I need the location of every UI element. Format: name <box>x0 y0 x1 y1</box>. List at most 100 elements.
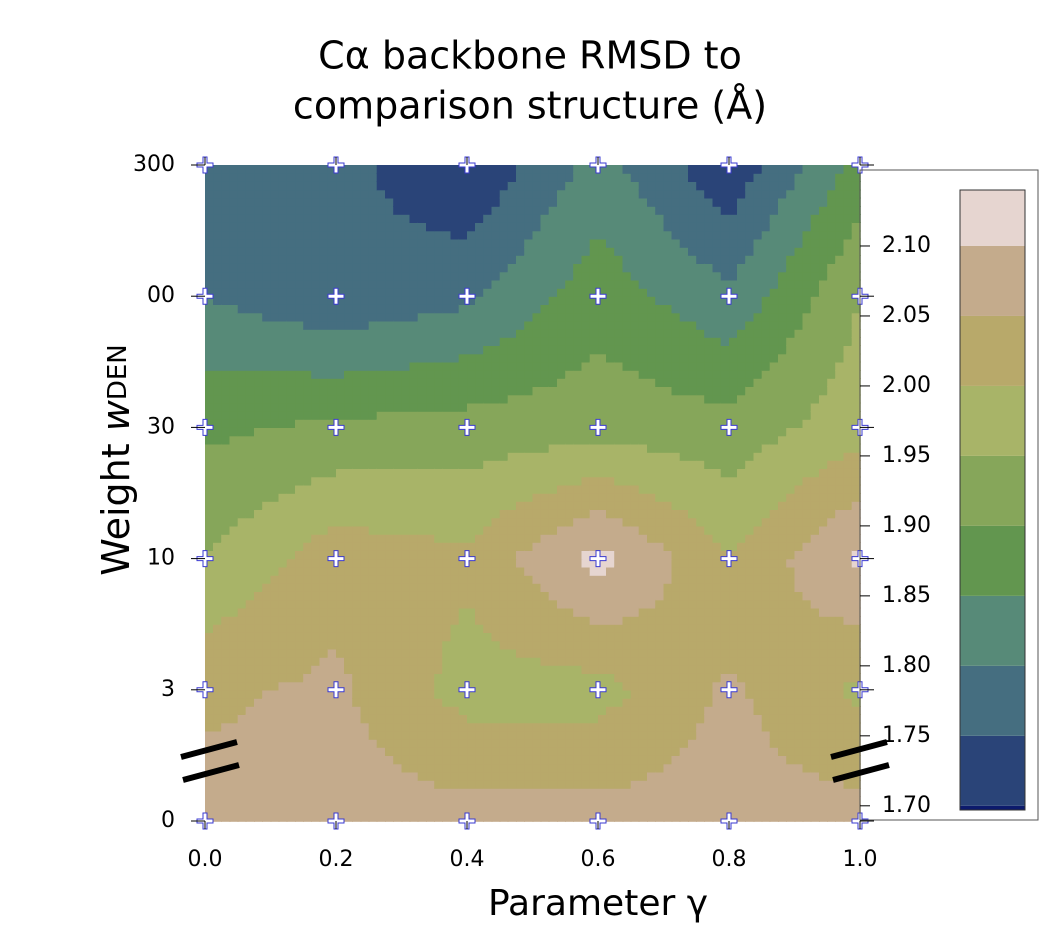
contour-patch <box>368 558 378 568</box>
contour-patch <box>827 533 837 543</box>
contour-patch <box>737 722 747 732</box>
contour-patch <box>286 788 296 798</box>
contour-patch <box>360 476 370 486</box>
contour-patch <box>532 304 542 314</box>
contour-patch <box>483 697 493 707</box>
contour-patch <box>630 517 640 527</box>
contour-patch <box>573 296 583 306</box>
contour-patch <box>663 566 673 576</box>
contour-patch <box>409 624 419 634</box>
contour-patch <box>237 730 247 740</box>
contour-patch <box>663 369 673 379</box>
contour-patch <box>360 402 370 412</box>
contour-patch <box>556 681 566 691</box>
contour-patch <box>475 468 485 478</box>
contour-patch <box>818 697 828 707</box>
contour-patch <box>409 755 419 765</box>
contour-patch <box>384 345 394 355</box>
contour-patch <box>540 681 550 691</box>
contour-patch <box>597 796 607 806</box>
contour-patch <box>663 296 673 306</box>
contour-patch <box>638 583 648 593</box>
contour-patch <box>278 345 288 355</box>
contour-patch <box>630 755 640 765</box>
contour-patch <box>671 583 681 593</box>
contour-patch <box>229 533 239 543</box>
contour-patch <box>270 468 280 478</box>
contour-patch <box>253 607 263 617</box>
contour-patch <box>696 353 706 363</box>
contour-patch <box>262 591 272 601</box>
contour-patch <box>573 747 583 757</box>
contour-patch <box>737 427 747 437</box>
contour-patch <box>335 706 345 716</box>
contour-patch <box>851 583 861 593</box>
contour-patch <box>679 468 689 478</box>
contour-patch <box>376 361 386 371</box>
contour-patch <box>737 312 747 322</box>
contour-patch <box>278 427 288 437</box>
contour-patch <box>614 722 624 732</box>
contour-patch <box>843 788 853 798</box>
contour-patch <box>646 714 656 724</box>
contour-patch <box>638 378 648 388</box>
contour-patch <box>663 378 673 388</box>
contour-patch <box>843 706 853 716</box>
contour-patch <box>393 427 403 437</box>
contour-patch <box>507 689 517 699</box>
contour-patch <box>696 328 706 338</box>
contour-patch <box>777 369 787 379</box>
contour-patch <box>204 796 214 806</box>
contour-patch <box>319 656 329 666</box>
contour-patch <box>515 468 525 478</box>
contour-patch <box>761 681 771 691</box>
contour-patch <box>376 796 386 806</box>
contour-patch <box>360 615 370 625</box>
contour-patch <box>352 345 362 355</box>
contour-patch <box>671 640 681 650</box>
contour-patch <box>499 755 509 765</box>
contour-patch <box>606 550 616 560</box>
contour-patch <box>409 410 419 420</box>
contour-patch <box>229 525 239 535</box>
contour-patch <box>622 337 632 347</box>
contour-patch <box>262 558 272 568</box>
contour-patch <box>712 624 722 634</box>
contour-patch <box>384 656 394 666</box>
contour-patch <box>466 804 476 814</box>
contour-patch <box>745 591 755 601</box>
contour-patch <box>810 755 820 765</box>
contour-patch <box>671 304 681 314</box>
contour-patch <box>728 337 738 347</box>
contour-patch <box>491 747 501 757</box>
contour-patch <box>565 402 575 412</box>
contour-patch <box>745 681 755 691</box>
contour-patch <box>221 509 231 519</box>
contour-patch <box>245 484 255 494</box>
contour-patch <box>777 345 787 355</box>
contour-patch <box>442 681 452 691</box>
contour-patch <box>597 755 607 765</box>
contour-patch <box>597 501 607 511</box>
contour-patch <box>777 673 787 683</box>
contour-patch <box>745 353 755 363</box>
contour-patch <box>597 443 607 453</box>
contour-patch <box>475 730 485 740</box>
contour-patch <box>204 337 214 347</box>
contour-patch <box>221 402 231 412</box>
contour-patch <box>434 632 444 642</box>
contour-patch <box>573 361 583 371</box>
contour-patch <box>368 460 378 470</box>
contour-patch <box>671 697 681 707</box>
contour-patch <box>663 624 673 634</box>
contour-patch <box>777 665 787 675</box>
contour-patch <box>270 632 280 642</box>
contour-patch <box>458 337 468 347</box>
contour-patch <box>327 697 337 707</box>
contour-patch <box>548 706 558 716</box>
contour-patch <box>352 468 362 478</box>
contour-patch <box>720 738 730 748</box>
contour-patch <box>303 517 313 527</box>
contour-patch <box>425 394 435 404</box>
contour-patch <box>303 296 313 306</box>
